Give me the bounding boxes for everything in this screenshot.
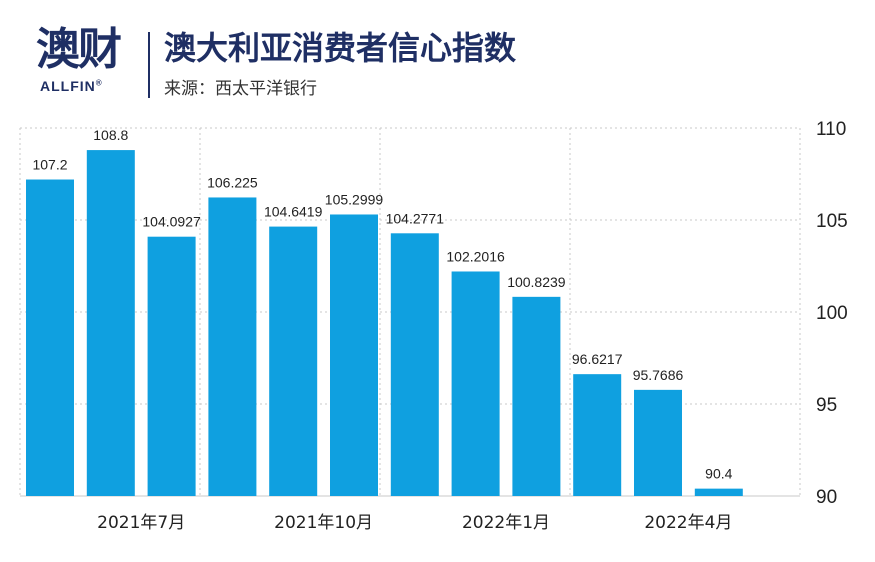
- brand-logo-english-text: ALLFIN: [40, 78, 96, 94]
- y-tick-label-95: 95: [816, 395, 837, 416]
- bar-2: [147, 236, 196, 496]
- bar-value-label-4: 104.6419: [264, 204, 323, 220]
- y-tick-label-100: 100: [816, 303, 848, 324]
- chart-title: 澳大利亚消费者信心指数: [164, 29, 517, 67]
- bar-value-label-5: 105.2999: [325, 191, 384, 207]
- x-tick-label-10: 2022年4月: [644, 513, 732, 533]
- chart-source: 来源：西太平洋银行: [164, 79, 317, 99]
- registered-mark: ®: [95, 78, 103, 88]
- bar-value-label-11: 90.4: [705, 466, 732, 482]
- bar-9: [573, 374, 622, 496]
- bar-8: [512, 296, 561, 496]
- bar-11: [694, 488, 743, 496]
- brand-logo-text: 澳财: [36, 24, 122, 75]
- bar-value-label-8: 100.8239: [507, 274, 566, 290]
- bar-0: [26, 179, 74, 496]
- bar-value-label-9: 96.6217: [572, 351, 623, 367]
- y-axis-ticks: 90 95 100 105 110: [816, 119, 848, 508]
- bar-value-label-0: 107.2: [32, 157, 67, 173]
- chart-bars: [26, 150, 743, 496]
- y-tick-label-110: 110: [816, 119, 846, 140]
- bar-value-label-2: 104.0927: [142, 214, 201, 230]
- bar-value-label-10: 95.7686: [633, 367, 684, 383]
- bar-value-label-1: 108.8: [93, 127, 128, 143]
- bar-value-label-3: 106.225: [207, 174, 258, 190]
- bar-10: [634, 389, 682, 496]
- bar-6: [390, 233, 439, 496]
- chart-header: 澳财 ALLFIN® 澳大利亚消费者信心指数 来源：西太平洋银行: [0, 0, 875, 110]
- y-tick-label-90: 90: [816, 487, 837, 508]
- bar-4: [269, 226, 318, 496]
- brand-logo-english: ALLFIN®: [40, 78, 103, 94]
- bar-1: [86, 150, 135, 496]
- bar-3: [208, 197, 257, 496]
- x-tick-label-7: 2022年1月: [462, 513, 550, 533]
- x-axis-ticks: 2021年7月 2021年10月 2022年1月 2022年4月: [97, 513, 732, 533]
- bar-value-label-6: 104.2771: [386, 210, 445, 226]
- bar-7: [451, 271, 500, 496]
- bar-value-label-7: 102.2016: [446, 248, 505, 264]
- chart-value-labels: 107.2 108.8 104.0927 106.225 104.6419105.299…: [32, 127, 732, 482]
- y-tick-label-105: 105: [816, 211, 848, 232]
- x-tick-label-4: 2021年10月: [274, 513, 373, 533]
- header-divider: [148, 32, 150, 98]
- bar-5: [330, 214, 378, 496]
- x-tick-label-1: 2021年7月: [97, 513, 185, 533]
